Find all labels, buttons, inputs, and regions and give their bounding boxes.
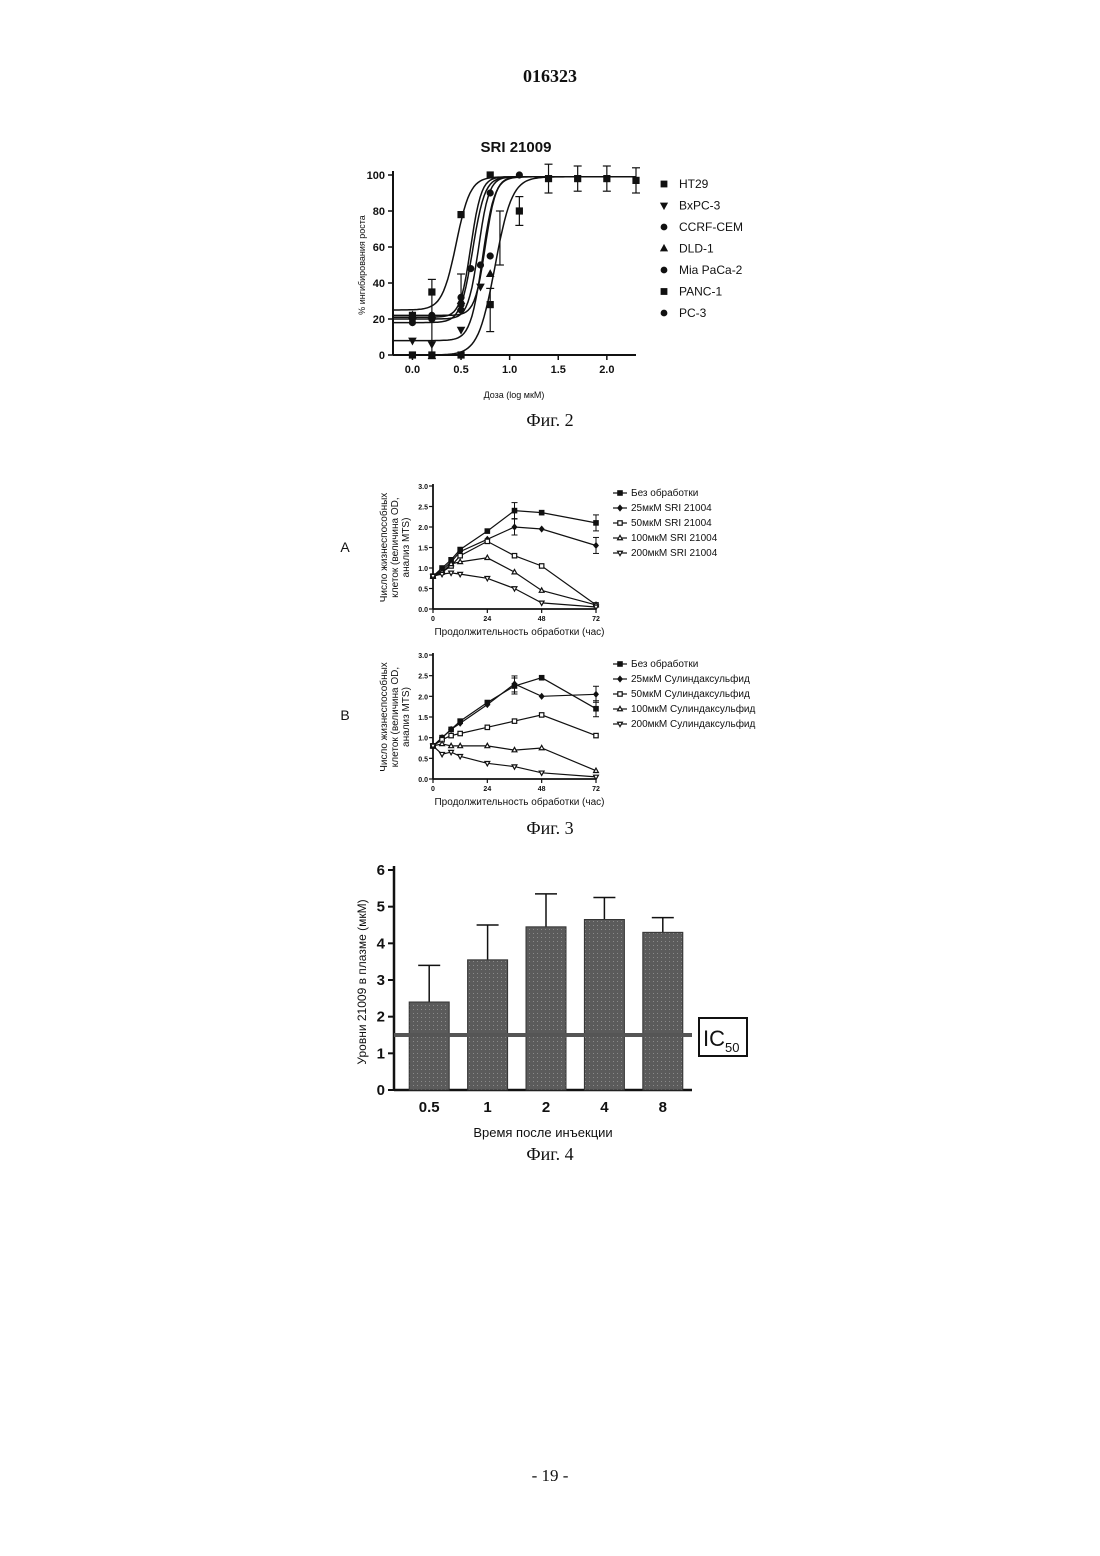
fig4-bar <box>584 920 624 1091</box>
fig4-bar <box>526 927 566 1090</box>
fig4-x-tick-label: 1 <box>483 1099 491 1116</box>
page-number: - 19 - <box>0 1466 1100 1486</box>
fig4-y-tick-label: 4 <box>377 935 386 952</box>
fig4-bar <box>643 932 683 1090</box>
fig4-y-tick-label: 2 <box>377 1009 385 1026</box>
fig4-bar <box>409 1002 449 1090</box>
fig4-x-tick-label: 2 <box>542 1099 550 1116</box>
fig4-x-tick-label: 0.5 <box>419 1099 440 1116</box>
fig4-x-tick-label: 4 <box>600 1099 609 1116</box>
fig4-y-tick-label: 5 <box>377 899 385 916</box>
figure-4-caption: Фиг. 4 <box>0 1144 1100 1165</box>
fig4-y-tick-label: 3 <box>377 972 385 989</box>
fig4-x-tick-label: 8 <box>659 1099 667 1116</box>
fig4-x-axis-label: Время после инъекции <box>473 1125 612 1140</box>
fig4-y-tick-label: 0 <box>377 1082 385 1099</box>
fig4-bar <box>468 960 508 1090</box>
fig4-y-axis-label: Уровни 21009 в плазме (мкМ) <box>355 899 369 1064</box>
fig4-y-tick-label: 1 <box>377 1045 385 1062</box>
fig4-ic50-label: IC <box>703 1026 725 1051</box>
fig4-ic50-label-subscript: 50 <box>725 1040 739 1055</box>
fig4-y-tick-label: 6 <box>377 862 385 879</box>
